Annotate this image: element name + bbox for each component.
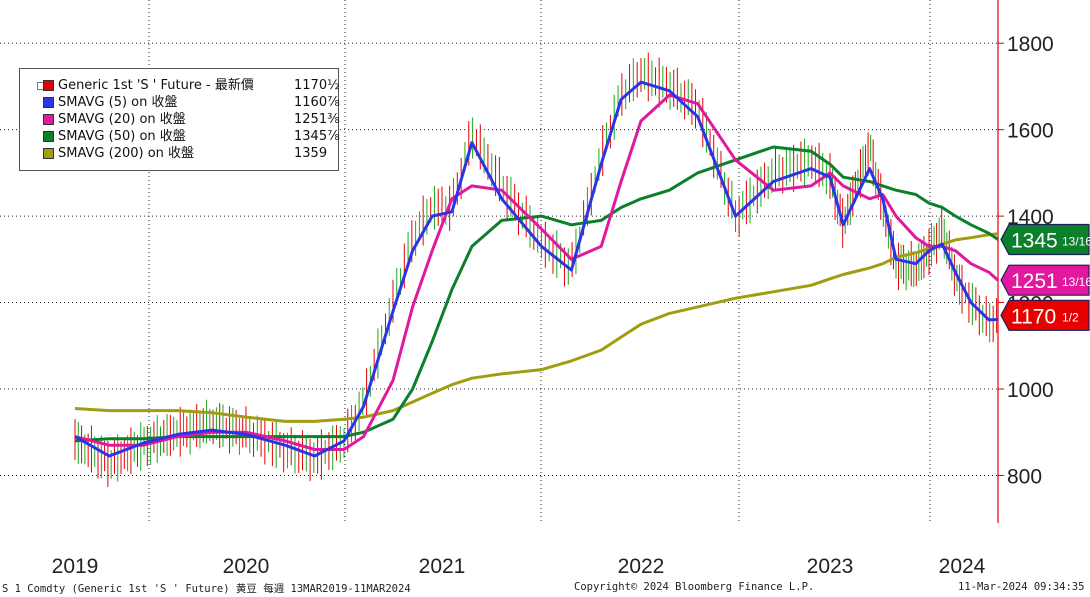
x-tick-label: 2024: [939, 555, 986, 578]
y-tick-label: 1000: [1007, 379, 1054, 402]
legend-value-sma20: 1251⅜: [294, 112, 340, 127]
value-tag-fraction: 13/16: [1062, 275, 1090, 289]
series-line-1: [74, 80, 999, 458]
legend-value-sma200: 1359: [294, 146, 328, 161]
x-tick-label: 2022: [618, 555, 665, 578]
value-tag: [1000, 264, 1090, 296]
legend-value-sma5: 1160⅞: [294, 95, 340, 110]
series-line-2: [74, 93, 1000, 451]
legend-label-price: Generic 1st 'S ' Future - 最新價: [58, 78, 254, 93]
legend-label-sma20: SMAVG (20) on 收盤: [58, 112, 186, 127]
legend-swatch-sma50: [43, 131, 54, 142]
legend-swatch-sma5: [43, 97, 54, 108]
y-tick-label: 1800: [1007, 33, 1054, 56]
value-tag-label: 1251: [1011, 270, 1058, 293]
legend-value-sma50: 1345⅞: [294, 129, 340, 144]
legend-value-price: 1170½: [294, 78, 340, 93]
value-tag-fraction: 13/16: [1062, 235, 1090, 249]
footer-ticker: S 1 Comdty (Generic 1st 'S ' Future) 黄豆 …: [2, 583, 411, 595]
value-tag-fraction: 1/2: [1062, 310, 1079, 324]
legend-label-sma50: SMAVG (50) on 收盤: [58, 129, 186, 144]
value-tag-label: 1345: [1011, 230, 1058, 253]
footer-timestamp: 11-Mar-2024 09:34:35: [958, 581, 1085, 593]
legend-swatch-sma200: [43, 148, 54, 159]
legend-label-sma200: SMAVG (200) on 收盤: [58, 146, 195, 161]
footer-copyright: Copyright© 2024 Bloomberg Finance L.P.: [574, 581, 815, 593]
legend-label-sma5: SMAVG (5) on 收盤: [58, 95, 178, 110]
x-tick-label: 2023: [807, 555, 854, 578]
value-tag-label: 1170: [1011, 305, 1056, 328]
legend-swatch-sma20: [43, 114, 54, 125]
legend-swatch-price: [43, 80, 54, 91]
x-tick-label: 2020: [223, 555, 270, 578]
y-tick-label: 800: [1007, 465, 1042, 488]
value-tag: [1000, 223, 1090, 256]
x-tick-label: 2019: [52, 555, 99, 578]
x-tick-label: 2021: [419, 555, 466, 578]
value-tag: [1000, 299, 1090, 331]
y-tick-label: 1600: [1007, 120, 1054, 143]
chart-legend: Generic 1st 'S ' Future - 最新價 1170½ SMAV…: [19, 68, 340, 171]
series-line-4: [74, 232, 999, 423]
y-tick-label: 1400: [1007, 206, 1054, 229]
